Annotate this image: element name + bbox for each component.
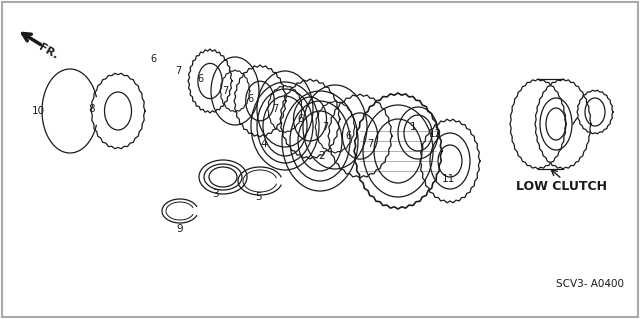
Text: 4: 4: [260, 139, 268, 149]
Text: 6: 6: [197, 74, 203, 84]
Text: SCV3- A0400: SCV3- A0400: [556, 279, 624, 289]
Text: 6: 6: [247, 94, 253, 104]
Text: 7: 7: [222, 86, 228, 96]
Text: FR.: FR.: [37, 42, 60, 62]
Text: 10: 10: [31, 106, 45, 116]
Text: LOW CLUTCH: LOW CLUTCH: [516, 181, 607, 194]
Text: 2: 2: [319, 151, 325, 161]
Text: 6: 6: [297, 114, 303, 124]
Text: 7: 7: [367, 139, 373, 149]
Text: 6: 6: [345, 131, 351, 141]
Text: 11: 11: [442, 174, 454, 184]
Text: 5: 5: [255, 192, 261, 202]
Text: 7: 7: [322, 122, 328, 132]
Text: 8: 8: [89, 104, 95, 114]
Text: 1: 1: [410, 122, 416, 132]
Text: 3: 3: [212, 189, 218, 199]
Text: 12: 12: [428, 129, 442, 139]
Text: 9: 9: [177, 224, 183, 234]
Text: 7: 7: [272, 104, 278, 114]
Text: 7: 7: [175, 66, 181, 76]
Text: 6: 6: [150, 54, 156, 64]
